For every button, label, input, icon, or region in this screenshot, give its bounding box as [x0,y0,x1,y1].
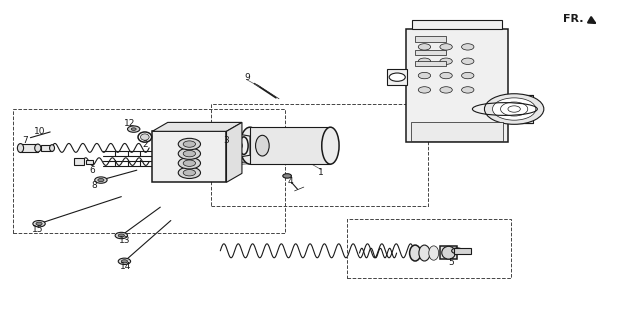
Bar [41,145,52,151]
Ellipse shape [50,145,55,151]
Circle shape [508,106,520,112]
Ellipse shape [419,245,430,261]
Text: 12: 12 [123,119,135,128]
Bar [440,246,457,260]
Circle shape [418,87,431,93]
Circle shape [283,174,291,178]
Circle shape [118,258,131,265]
Circle shape [122,260,128,263]
Circle shape [98,179,104,182]
Circle shape [178,157,200,169]
Circle shape [183,160,195,166]
Ellipse shape [35,144,41,152]
Circle shape [418,58,431,64]
Text: 11: 11 [205,159,217,168]
Circle shape [118,234,125,237]
Text: 4: 4 [288,177,293,186]
Circle shape [440,58,452,64]
Circle shape [461,87,474,93]
Ellipse shape [17,144,24,153]
Circle shape [492,98,536,120]
Text: 5: 5 [448,259,454,268]
Circle shape [418,72,431,79]
Polygon shape [217,123,250,171]
Bar [211,104,428,206]
Circle shape [128,126,140,132]
Bar [74,158,84,165]
Bar [153,131,226,182]
Bar [347,219,511,278]
Circle shape [461,44,474,50]
Circle shape [500,102,528,116]
Ellipse shape [429,246,439,260]
Polygon shape [153,123,242,131]
Bar [388,69,407,85]
Circle shape [115,232,128,239]
Text: 14: 14 [120,262,131,271]
Circle shape [183,150,195,157]
Text: 15: 15 [32,225,43,234]
Bar [415,50,446,55]
Bar [508,95,533,123]
Bar [13,109,285,233]
Ellipse shape [141,134,149,140]
Text: 10: 10 [34,127,45,136]
Circle shape [461,58,474,64]
Ellipse shape [255,135,269,156]
Text: 7: 7 [22,136,29,145]
Circle shape [131,128,136,130]
Circle shape [178,167,200,179]
Bar [412,20,502,29]
Circle shape [484,94,544,124]
Circle shape [389,73,405,81]
Circle shape [178,138,200,150]
Bar [411,122,503,141]
Bar [20,144,38,152]
Circle shape [33,220,45,227]
Bar [406,29,508,142]
Ellipse shape [240,127,260,164]
Ellipse shape [322,127,339,164]
Bar [86,160,94,164]
Circle shape [418,44,431,50]
Circle shape [205,136,242,155]
Circle shape [440,44,452,50]
Circle shape [95,177,107,183]
Text: 1: 1 [318,168,324,177]
Text: 3: 3 [224,136,229,145]
Text: 9: 9 [244,73,250,82]
Text: 6: 6 [89,166,95,175]
Bar [415,61,446,66]
Bar [454,248,471,254]
Circle shape [440,72,452,79]
Bar [415,36,446,42]
Polygon shape [226,123,242,182]
Text: 13: 13 [118,236,130,245]
Ellipse shape [451,248,463,254]
Circle shape [183,141,195,147]
Ellipse shape [410,245,421,261]
Circle shape [178,148,200,159]
Ellipse shape [442,246,455,259]
Text: 8: 8 [92,181,97,190]
Circle shape [212,140,234,151]
Circle shape [461,72,474,79]
Text: 2: 2 [142,140,148,149]
Circle shape [440,87,452,93]
Bar [250,127,330,164]
Text: FR.: FR. [564,14,584,24]
Circle shape [36,222,42,225]
Circle shape [183,170,195,176]
